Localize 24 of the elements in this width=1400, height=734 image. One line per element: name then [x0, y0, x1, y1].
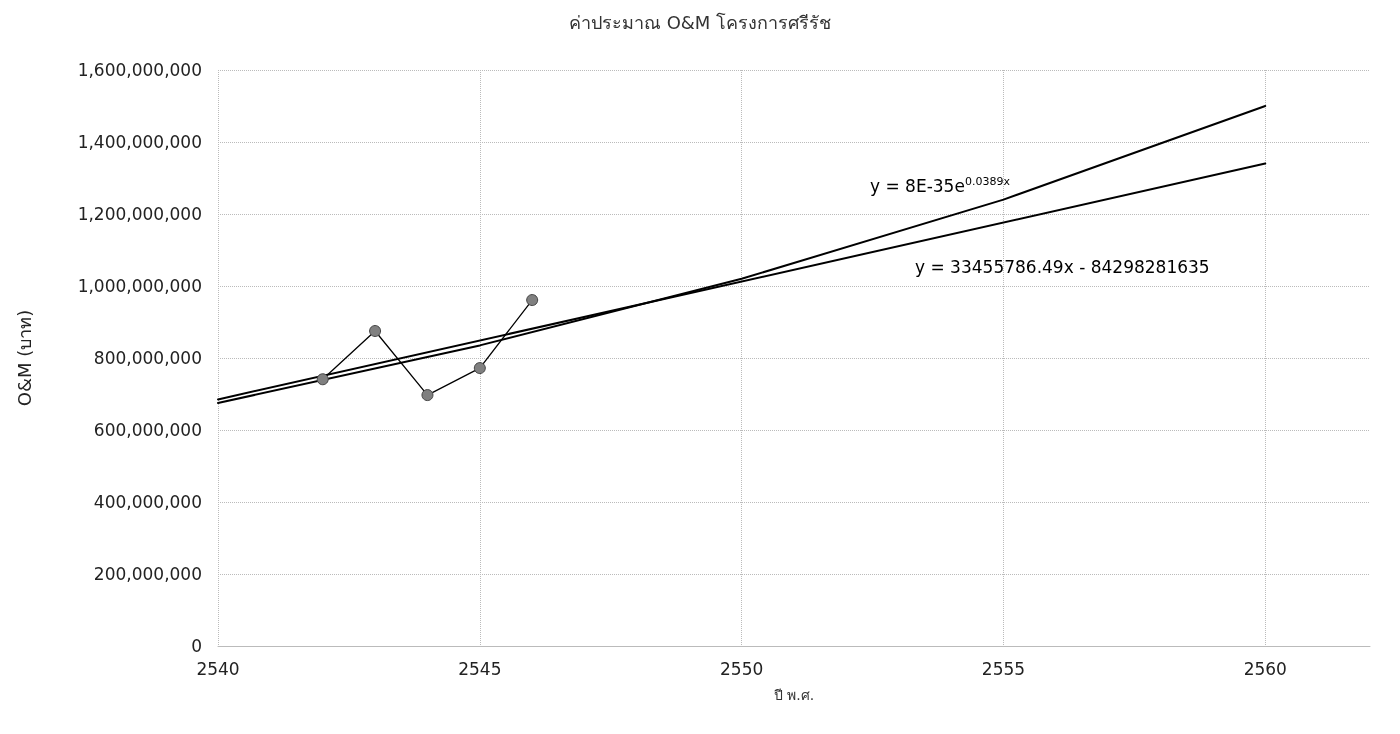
x-axis-title: ปี พ.ศ.	[773, 687, 815, 703]
y-tick-label: 1,200,000,000	[77, 204, 202, 224]
y-tick-label: 1,000,000,000	[77, 276, 202, 296]
point	[421, 389, 434, 402]
y-tick-label: 400,000,000	[93, 492, 202, 512]
y-tick-label: 600,000,000	[93, 420, 202, 440]
point	[526, 294, 539, 307]
x-tick-label: 2555	[981, 658, 1026, 679]
y-tick-label: 1,600,000,000	[77, 60, 202, 80]
point	[316, 373, 329, 386]
x-tick-label: 2545	[458, 658, 502, 679]
x-tick-label: 2540	[196, 658, 240, 679]
y-tick-label: 800,000,000	[93, 348, 202, 368]
line-series	[217, 105, 1267, 404]
y-tick-label: 200,000,000	[93, 564, 202, 584]
annotation: y = 33455786.49x - 84298281635	[915, 256, 1210, 277]
x-tick-label: 2550	[720, 658, 764, 679]
y-axis-title: O&M (บาท)	[13, 309, 35, 407]
point	[473, 362, 486, 375]
y-tick-label: 0	[191, 636, 202, 656]
x-tick-label: 2560	[1243, 658, 1287, 679]
chart-title: ค่าประมาณ O&M โครงการศรีรัช	[568, 11, 832, 33]
point	[369, 325, 382, 337]
y-tick-label: 1,400,000,000	[77, 132, 202, 152]
